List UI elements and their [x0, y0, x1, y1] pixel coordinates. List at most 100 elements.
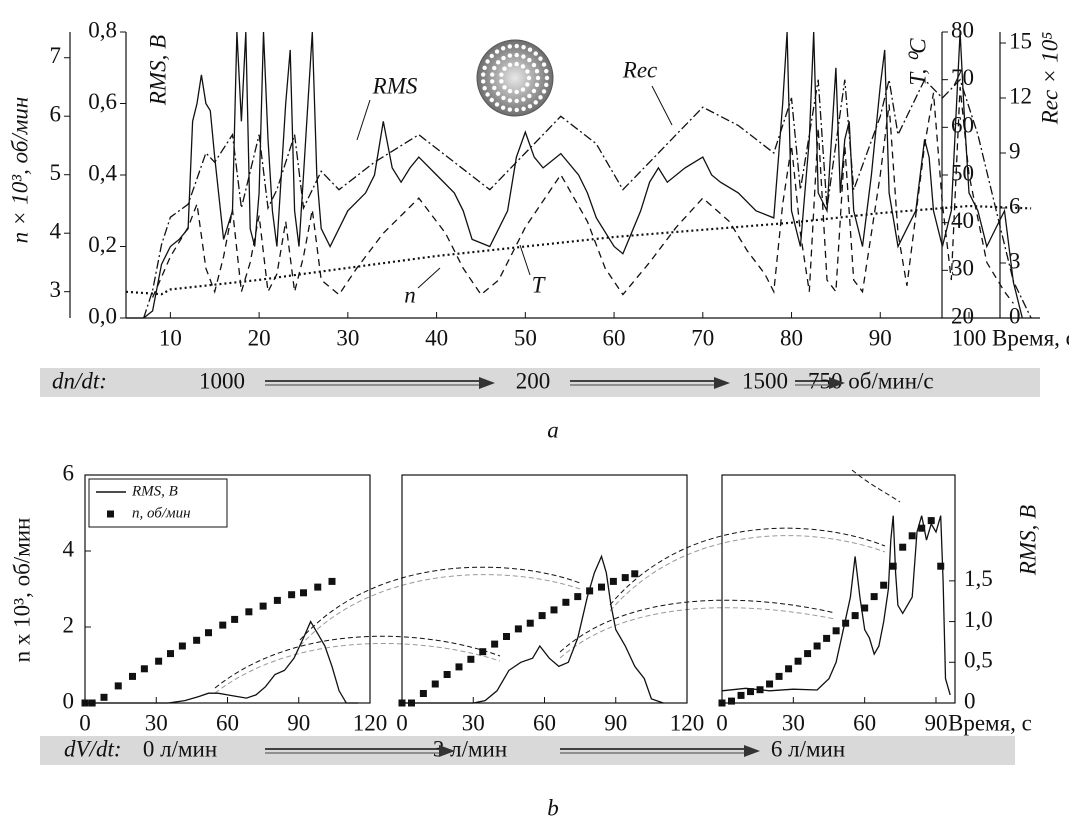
n-point [728, 697, 736, 705]
rate: 200 [516, 368, 551, 393]
curved-arrow [609, 527, 886, 606]
x-tick-label: 60 [533, 710, 556, 735]
n-point [718, 699, 726, 707]
y-tick-label: 6 [50, 102, 62, 127]
x-axis-label: Время, с [992, 325, 1069, 350]
disk-hole [538, 56, 543, 61]
y-axis-label: T, ⁰C [905, 38, 930, 86]
y-tick-label: 0,8 [88, 17, 117, 42]
n-point [398, 699, 406, 707]
y-tick-label: 0,4 [88, 160, 117, 185]
x-tick-label: 100 [952, 325, 987, 350]
series-line [143, 78, 1032, 319]
rms-line [85, 620, 359, 704]
x-tick-label: 60 [853, 710, 876, 735]
n-point [756, 686, 764, 694]
band-arrow-head [439, 745, 455, 757]
annotation: n [404, 282, 416, 307]
disk-hole [501, 55, 506, 61]
n-point [100, 693, 108, 701]
n-point [140, 665, 148, 673]
n-point [491, 640, 499, 648]
n-point [621, 574, 629, 582]
disk-hole [527, 104, 533, 109]
n-point [467, 655, 475, 663]
transition-arrows [214, 469, 901, 694]
disk-hole [521, 97, 526, 102]
y-tick-label: 15 [1009, 28, 1032, 53]
y-tick-label: 0 [63, 688, 75, 713]
x-tick-label: 70 [691, 325, 714, 350]
disk-hole [489, 53, 494, 59]
n-point [259, 602, 267, 610]
caption: b [547, 795, 559, 820]
disk-hole [514, 43, 519, 49]
series-line [152, 86, 1014, 304]
rate: 1500 [742, 368, 788, 393]
n-point [794, 657, 802, 665]
n-point [574, 593, 582, 601]
disk-hole [534, 82, 540, 87]
n-point [937, 562, 945, 570]
subplot-frame [401, 474, 688, 704]
x-tick-label: 90 [924, 710, 947, 735]
caption: a [547, 417, 559, 442]
x-tick-label: 60 [216, 710, 239, 735]
curved-arrow [299, 574, 581, 647]
y-tick-label: 7 [50, 43, 62, 68]
disk-hole [541, 62, 547, 67]
x-tick-label: 90 [869, 325, 892, 350]
disk-hole [507, 53, 513, 58]
n-point [328, 577, 336, 585]
n-point [114, 682, 122, 690]
disk-hole [495, 60, 501, 65]
x-tick-label: 90 [287, 710, 310, 735]
n-point [631, 570, 639, 578]
disk-hole [534, 69, 540, 74]
rate-label: dV/dt: [64, 736, 122, 761]
y-tick-label: 6 [63, 460, 75, 485]
y-tick-label: 12 [1009, 83, 1032, 108]
y2-axis-label: RMS, В [1015, 505, 1040, 576]
n-point [314, 583, 322, 591]
disk-hole [525, 82, 530, 87]
x-tick-label: 0 [716, 710, 728, 735]
disk-hole [538, 95, 543, 100]
band-arrow-head [479, 377, 495, 389]
disk-hole [502, 85, 507, 90]
disk-hole [514, 89, 519, 95]
n-point [598, 583, 605, 591]
n-point [219, 621, 227, 629]
curved-arrow [214, 635, 501, 689]
disk-icon [476, 39, 554, 117]
disk-hole [495, 91, 501, 96]
n-point [155, 657, 163, 665]
y-tick-label: 4 [63, 536, 75, 561]
disk-hole [514, 52, 519, 58]
legend-label: n, об/мин [132, 505, 191, 521]
y-tick-label: 4 [50, 218, 62, 243]
disk-hole [485, 59, 490, 64]
annotation: Rec [622, 57, 657, 82]
y-tick-label: 20 [951, 303, 974, 328]
y-tick-label: 30 [951, 256, 974, 281]
x-tick-label: 30 [145, 710, 168, 735]
disk-hole [527, 93, 532, 99]
disk-hole [533, 51, 538, 56]
n-point [880, 581, 888, 589]
x-tick-label: 10 [159, 325, 182, 350]
y2-tick-label: 0,5 [964, 648, 993, 673]
disk-hole [507, 62, 513, 68]
leader-line [519, 244, 531, 276]
disk-hole [502, 66, 507, 71]
n-point [899, 543, 907, 551]
disk-hole [489, 97, 494, 103]
n-point [431, 680, 439, 688]
disk-hole [533, 100, 538, 105]
disk-hole [480, 72, 486, 77]
y-tick-label: 0,6 [88, 89, 117, 114]
series-line [125, 204, 1032, 296]
n-point [300, 589, 307, 597]
series-line [126, 31, 1023, 319]
